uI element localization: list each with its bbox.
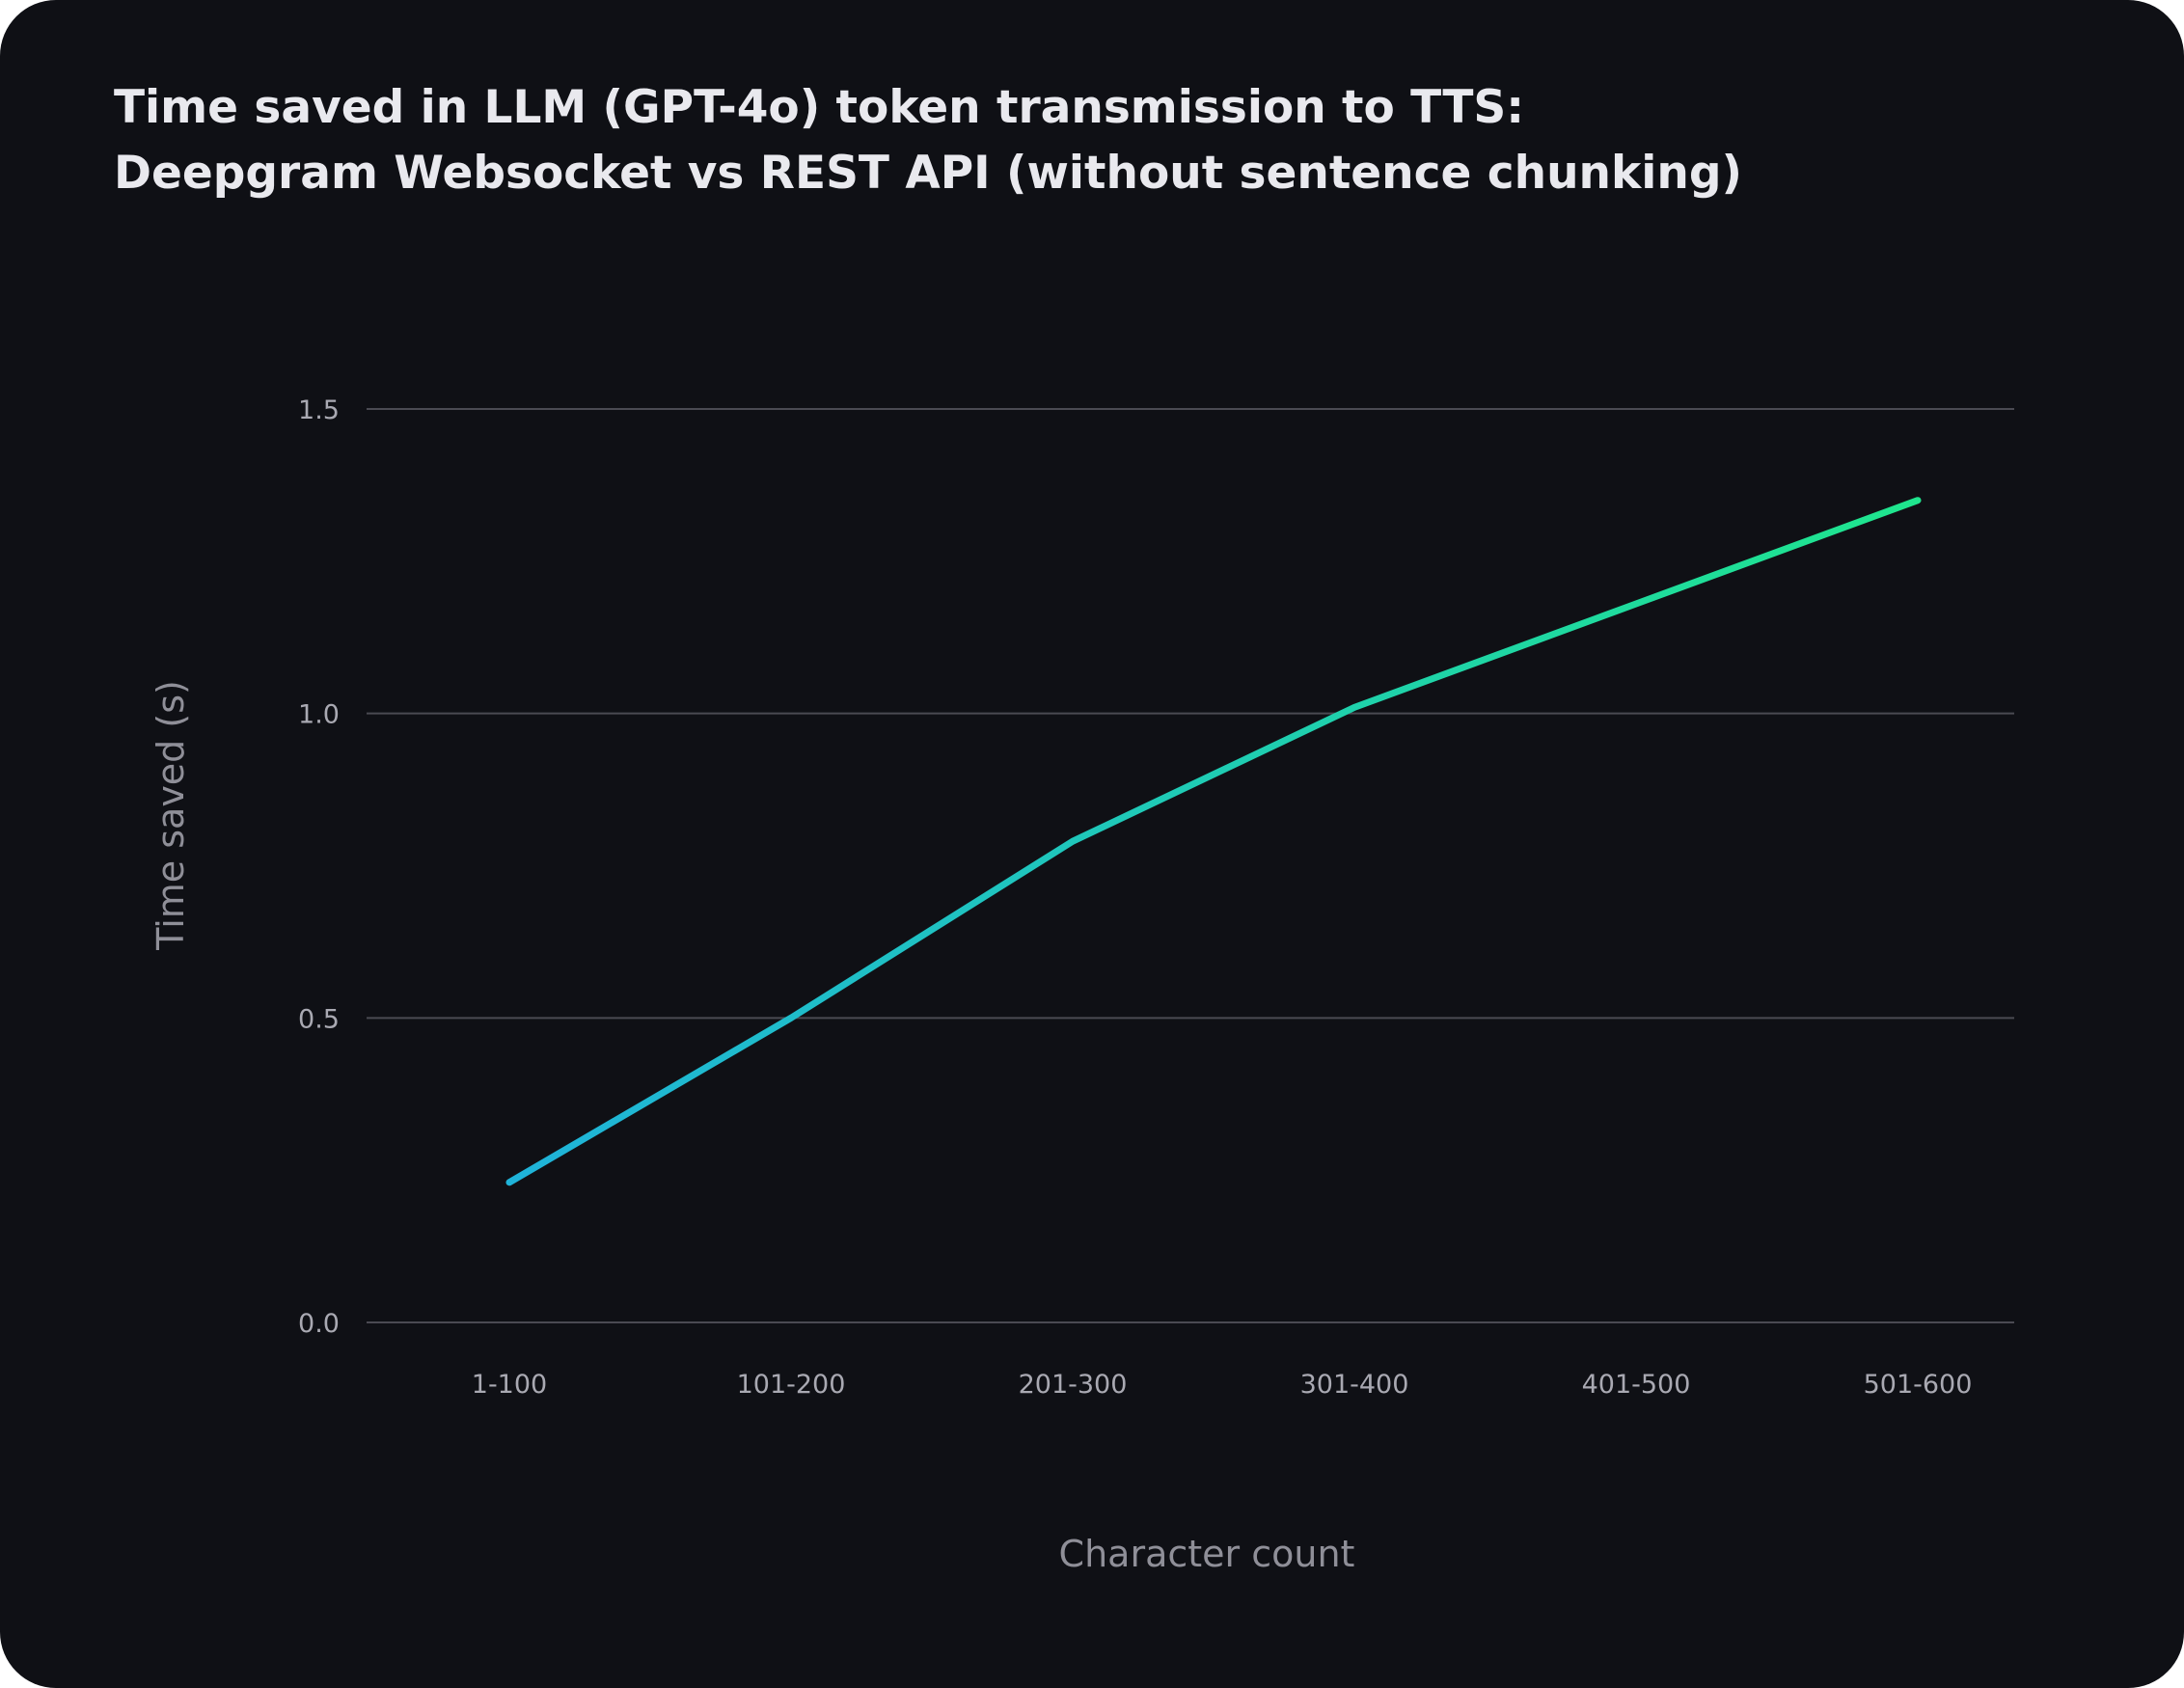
x-tick-label: 201-300 <box>1019 1370 1128 1400</box>
series-line <box>505 497 1922 1186</box>
chart-title-line-1: Time saved in LLM (GPT-4o) token transmi… <box>114 81 1525 134</box>
x-tick-label: 401-500 <box>1582 1370 1691 1400</box>
chart-title: Time saved in LLM (GPT-4o) token transmi… <box>114 75 2043 206</box>
series-layer <box>505 497 1922 1186</box>
x-tick-label: 101-200 <box>737 1370 846 1400</box>
x-tick-label: 501-600 <box>1864 1370 1973 1400</box>
gridlines <box>367 408 2014 1323</box>
chart-title-line-2: Deepgram Websocket vs REST API (without … <box>114 147 1742 200</box>
y-axis-label: Time saved (s) <box>150 680 192 951</box>
y-tick-label: 0.5 <box>298 1004 340 1034</box>
y-tick-label: 1.5 <box>298 395 340 425</box>
x-tick-label: 1-100 <box>472 1370 547 1400</box>
x-tick-label: 301-400 <box>1300 1370 1409 1400</box>
y-tick-label: 0.0 <box>298 1309 340 1339</box>
y-tick-label: 1.0 <box>298 700 340 730</box>
y-axis-ticks: 0.0 0.5 1.0 1.5 <box>298 395 340 1339</box>
x-axis-ticks: 1-100 101-200 201-300 301-400 401-500 501-600 <box>472 1370 1973 1400</box>
x-axis-label: Character count <box>1059 1533 1355 1575</box>
